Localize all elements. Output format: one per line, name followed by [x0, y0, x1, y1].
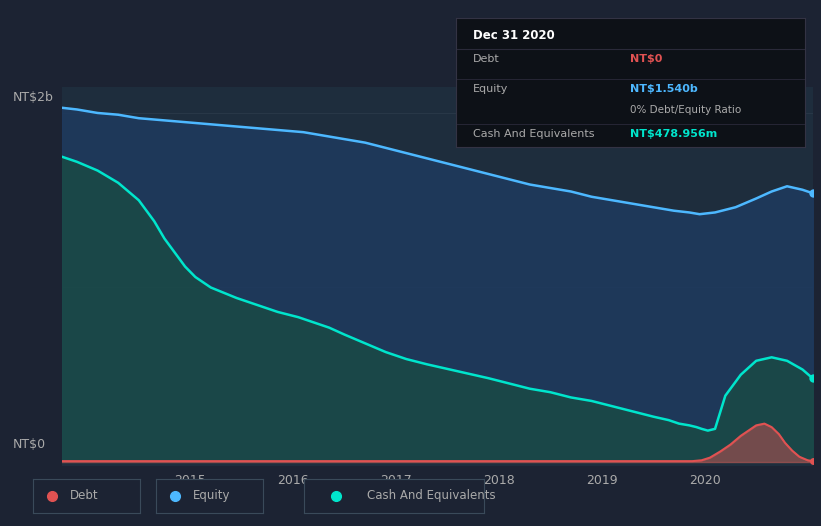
Text: Equity: Equity: [194, 489, 231, 502]
Text: NT$1.540b: NT$1.540b: [631, 84, 698, 94]
Text: Equity: Equity: [473, 84, 508, 94]
Text: NT$0: NT$0: [12, 438, 45, 451]
Text: NT$0: NT$0: [631, 55, 663, 65]
Text: Dec 31 2020: Dec 31 2020: [473, 29, 555, 42]
Text: 0% Debt/Equity Ratio: 0% Debt/Equity Ratio: [631, 105, 741, 115]
Text: NT$478.956m: NT$478.956m: [631, 129, 718, 139]
Text: Cash And Equivalents: Cash And Equivalents: [367, 489, 496, 502]
Text: Debt: Debt: [71, 489, 99, 502]
Text: Cash And Equivalents: Cash And Equivalents: [473, 129, 594, 139]
Text: NT$2b: NT$2b: [12, 91, 53, 104]
Text: Debt: Debt: [473, 55, 500, 65]
